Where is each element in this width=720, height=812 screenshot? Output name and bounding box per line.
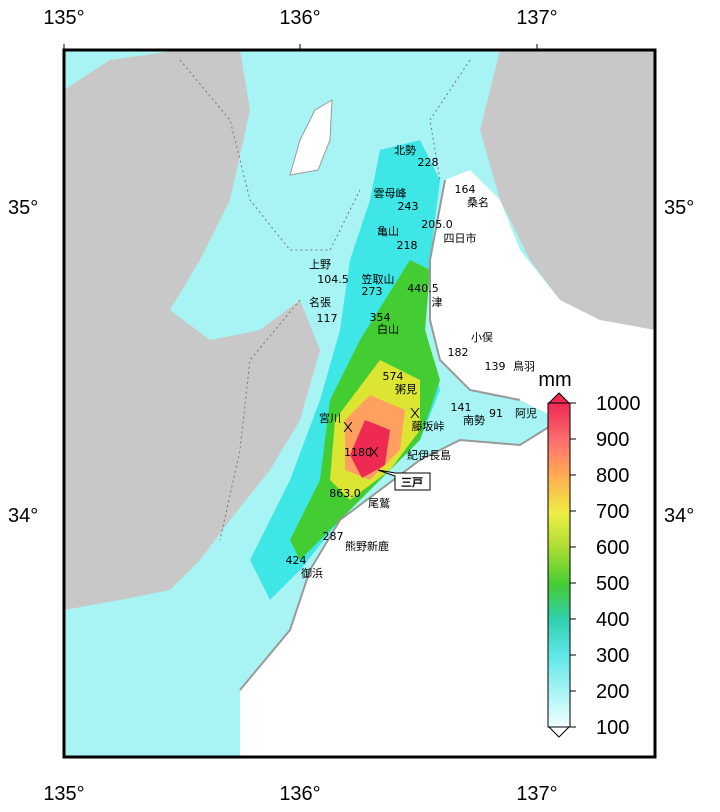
- station-value: 139: [485, 360, 506, 373]
- lat-label: 34°: [8, 505, 38, 527]
- lat-label: 35°: [8, 197, 38, 219]
- station-value: 117: [317, 312, 338, 325]
- station-name: 御浜: [301, 566, 323, 580]
- colorbar-tick-label: 800: [596, 465, 629, 487]
- station-name: 鳥羽: [513, 359, 535, 373]
- colorbar-tick-label: 400: [596, 609, 629, 631]
- station-value: 243: [398, 200, 419, 213]
- colorbar-tick-label: 700: [596, 501, 629, 523]
- station-value: 424: [286, 554, 307, 567]
- station-value: 104.5: [317, 273, 349, 286]
- station-name: 熊野新鹿: [345, 539, 389, 553]
- station-name: 津: [432, 296, 443, 309]
- station-name: 北勢: [394, 143, 416, 157]
- colorbar-tick-label: 100: [596, 717, 629, 739]
- station-value: 863.0: [329, 487, 361, 500]
- station-value: 574: [383, 370, 404, 383]
- station-name: 四日市: [444, 231, 477, 245]
- lat-label: 35°: [664, 197, 694, 219]
- station-name: 笠取山: [362, 272, 395, 286]
- lon-label: 137°: [516, 7, 557, 29]
- station-value: 205.0: [421, 218, 453, 231]
- colorbar-tick-label: 200: [596, 681, 629, 703]
- station-value: 182: [448, 346, 469, 359]
- colorbar-tick-label: 600: [596, 537, 629, 559]
- station-value: 228: [418, 156, 439, 169]
- lon-label: 135°: [43, 7, 84, 29]
- town-label: 紀伊長島: [407, 448, 451, 462]
- pass-label: 藤坂峠: [412, 419, 445, 433]
- colorbar-tick-label: 900: [596, 429, 629, 451]
- frame: [62, 48, 657, 759]
- station-name: 名張: [309, 295, 331, 309]
- station-value: 164: [455, 183, 476, 196]
- station-name: 尾鷲: [368, 496, 390, 510]
- station-value: 354: [370, 311, 391, 324]
- station-value: 218: [397, 239, 418, 252]
- station-name: 雲母峰: [374, 187, 407, 200]
- lon-label: 136°: [279, 7, 320, 29]
- station-value: 287: [323, 530, 344, 543]
- station-name: 南勢: [463, 413, 485, 427]
- colorbar: [547, 402, 571, 728]
- station-name: 白山: [377, 322, 399, 336]
- station-value: 273: [362, 285, 383, 298]
- station-name: 桑名: [467, 195, 489, 209]
- colorbar-unit: mm: [538, 369, 571, 391]
- colorbar-tick-label: 500: [596, 573, 629, 595]
- lon-label: 137°: [516, 783, 557, 805]
- callout-label: 三戸: [401, 476, 423, 489]
- station-value: 141: [451, 401, 472, 414]
- station-name: 亀山: [377, 224, 399, 238]
- lat-label: 34°: [664, 505, 694, 527]
- colorbar-tick-label: 1000: [596, 393, 641, 415]
- station-name: 上野: [309, 258, 331, 271]
- station-name: 阿児: [515, 407, 537, 420]
- lon-label: 136°: [279, 783, 320, 805]
- colorbar-tick-label: 300: [596, 645, 629, 667]
- station-value: 440.5: [407, 282, 439, 295]
- station-name: 宮川: [319, 411, 341, 425]
- station-value: 91: [489, 407, 503, 420]
- station-name: 小俣: [471, 330, 493, 344]
- lon-label: 135°: [43, 783, 84, 805]
- station-value: 1180: [344, 446, 372, 459]
- station-name: 粥見: [395, 383, 417, 396]
